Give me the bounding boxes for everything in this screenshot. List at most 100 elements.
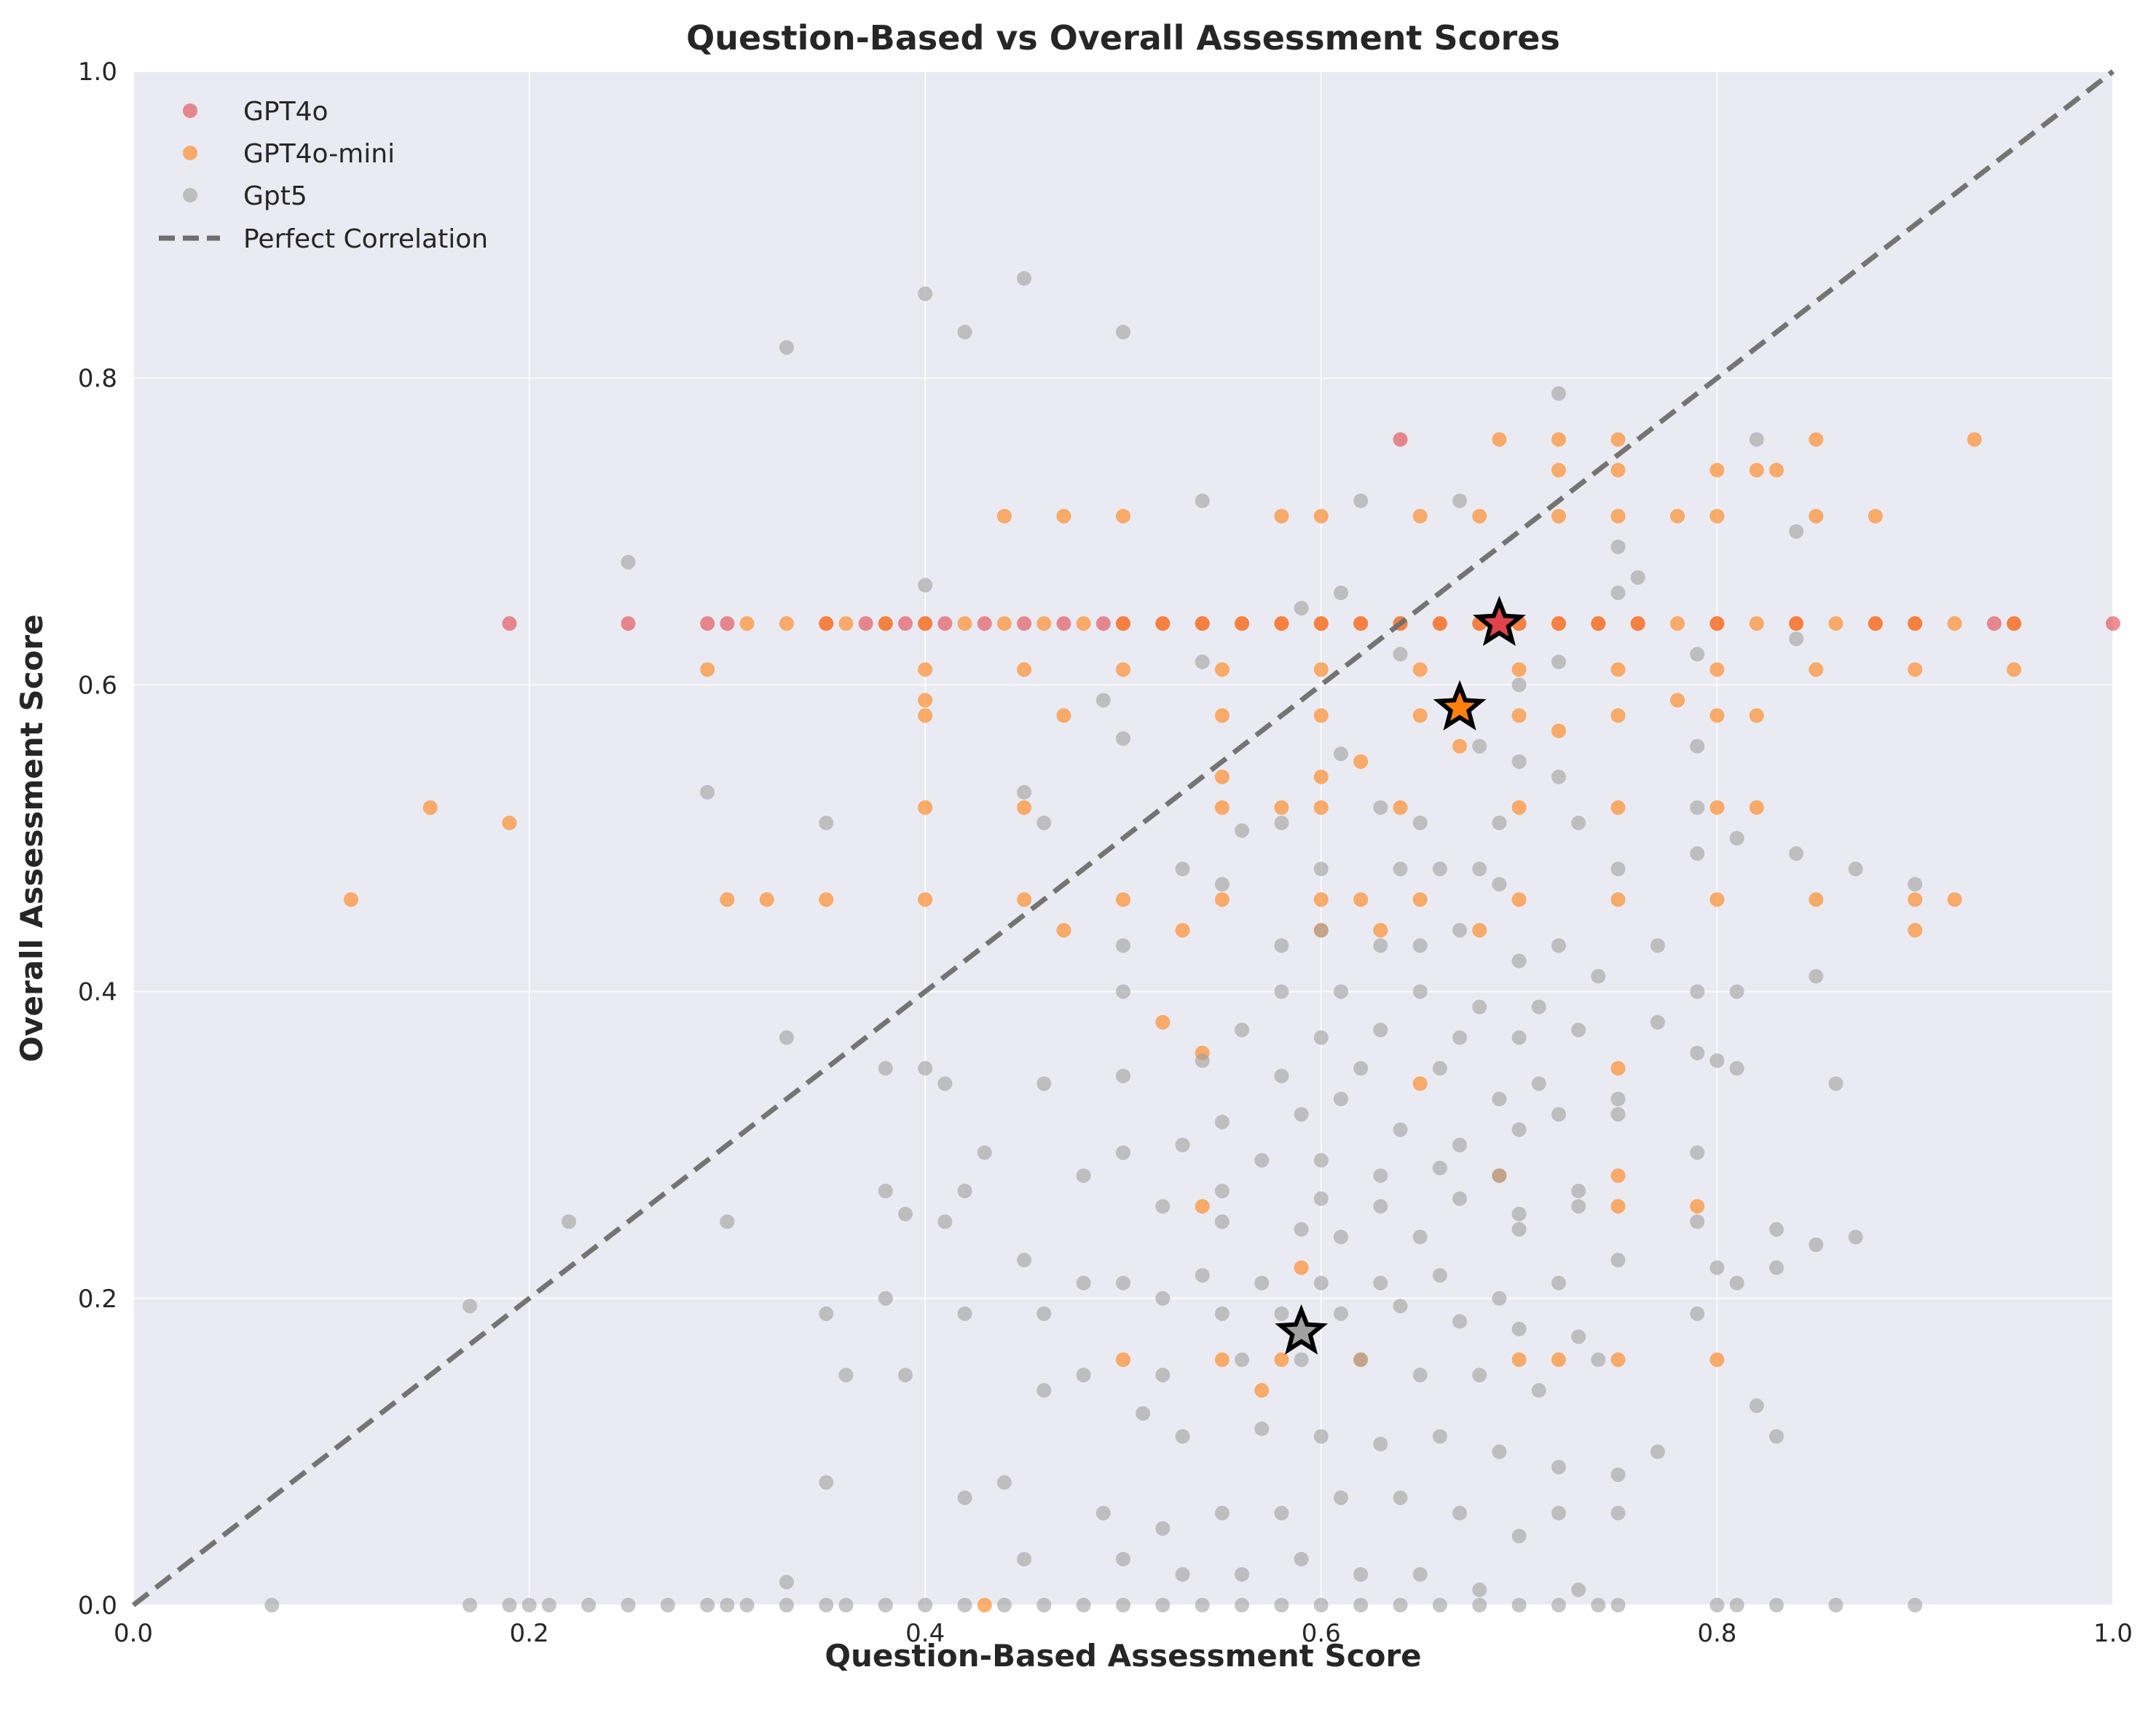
data-point (1412, 508, 1428, 524)
data-point (2007, 616, 2022, 631)
data-point (561, 1214, 576, 1229)
data-point (1254, 1383, 1270, 1398)
data-point (1472, 1582, 1487, 1597)
data-point (700, 662, 715, 677)
data-point (1947, 616, 1962, 631)
data-point (621, 1598, 636, 1612)
data-point (1432, 1160, 1447, 1175)
data-point (1710, 800, 1725, 815)
data-point (1511, 754, 1527, 769)
data-point (1472, 862, 1487, 877)
data-point (918, 693, 933, 708)
data-point (1313, 1429, 1329, 1444)
data-point (779, 1575, 794, 1590)
data-point (1294, 601, 1309, 616)
data-point (1116, 1598, 1130, 1612)
data-point (1195, 654, 1210, 669)
legend: GPT4o GPT4o-mini Gpt5 Perfect Correlatio… (159, 97, 488, 254)
data-point (1591, 969, 1606, 984)
data-point (1610, 1352, 1626, 1368)
data-point (878, 1598, 893, 1612)
data-point (1373, 1275, 1388, 1291)
data-point (720, 616, 735, 631)
data-point (1313, 1153, 1329, 1168)
data-point (1214, 877, 1230, 892)
data-point (1749, 462, 1764, 478)
data-point (1610, 662, 1626, 677)
data-point (1393, 1490, 1408, 1505)
data-point (1710, 508, 1725, 524)
data-point (1690, 846, 1705, 862)
data-point (1809, 508, 1824, 524)
data-point (1294, 1352, 1309, 1368)
data-point (977, 1145, 992, 1160)
data-point (541, 1598, 556, 1612)
data-point (1313, 800, 1329, 815)
data-point (819, 1306, 834, 1321)
data-point (1373, 938, 1388, 953)
data-point (1155, 1291, 1171, 1306)
mean-marker (1433, 679, 1487, 730)
data-point (1472, 1368, 1487, 1383)
data-point (1313, 923, 1329, 938)
data-point (1393, 1299, 1408, 1314)
y-tick-label: 0.0 (78, 1591, 117, 1620)
data-point (1116, 508, 1130, 524)
data-point (1313, 1191, 1329, 1206)
data-point (1313, 892, 1329, 907)
data-point (1393, 432, 1408, 447)
data-point (1789, 524, 1804, 539)
data-point (1412, 1076, 1428, 1091)
data-point (937, 616, 953, 631)
data-point (1809, 432, 1824, 447)
data-point (1373, 1199, 1388, 1214)
legend-label-perfect-correlation: Perfect Correlation (243, 224, 488, 254)
reference-line-layer (131, 69, 2115, 1607)
data-point (1294, 1107, 1309, 1122)
data-point (1610, 586, 1626, 601)
data-point (1492, 432, 1507, 447)
data-point (1710, 1352, 1725, 1368)
data-point (1690, 1199, 1705, 1214)
perfect-correlation-line (131, 69, 2115, 1607)
data-point (1116, 616, 1130, 631)
data-point (1551, 462, 1566, 478)
data-point (1036, 1306, 1052, 1321)
data-point (1393, 1598, 1408, 1612)
data-point (720, 1214, 735, 1229)
data-point (918, 800, 933, 815)
data-point (1610, 1199, 1626, 1214)
data-point (1551, 1459, 1566, 1475)
data-point (1056, 508, 1071, 524)
y-tick-label: 0.2 (78, 1285, 117, 1314)
x-axis-label: Question-Based Assessment Score (825, 1638, 1421, 1674)
data-point (1571, 1183, 1586, 1199)
data-point (1809, 969, 1824, 984)
data-point (1214, 1505, 1230, 1521)
data-point (1017, 800, 1032, 815)
data-point (1056, 616, 1071, 631)
data-point (1294, 1222, 1309, 1237)
data-point (1809, 662, 1824, 677)
data-point (878, 616, 893, 631)
data-point (1412, 984, 1428, 999)
data-point (1036, 1076, 1052, 1091)
data-point (1610, 539, 1626, 554)
data-point (1274, 1306, 1289, 1321)
data-point (1551, 1275, 1566, 1291)
data-point (918, 616, 933, 631)
data-point (1650, 1444, 1665, 1459)
data-point (1136, 1406, 1151, 1421)
data-point (1986, 616, 2002, 631)
data-point (1769, 1222, 1784, 1237)
data-point (1610, 708, 1626, 723)
data-point (1472, 508, 1487, 524)
data-point (1690, 1145, 1705, 1160)
data-point (581, 1598, 597, 1612)
data-point (1432, 616, 1447, 631)
chart-title: Question-Based vs Overall Assessment Sco… (686, 18, 1560, 58)
data-point (1393, 647, 1408, 662)
data-point (1017, 662, 1032, 677)
data-point (1610, 1598, 1626, 1612)
